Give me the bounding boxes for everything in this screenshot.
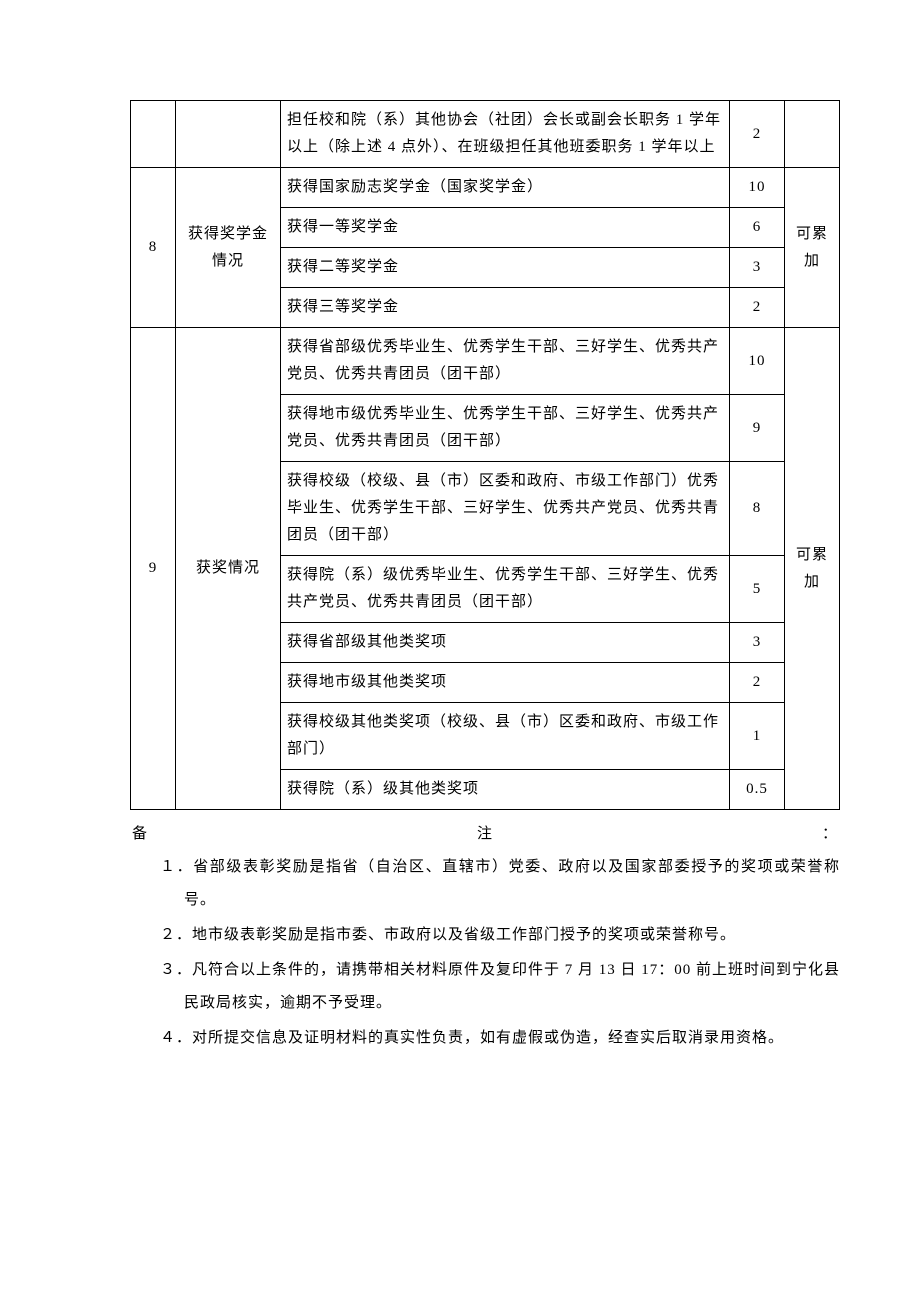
cell-idx: 8 [131, 168, 176, 328]
cell-desc: 获得校级（校级、县（市）区委和政府、市级工作部门）优秀毕业生、优秀学生干部、三好… [281, 462, 730, 556]
cell-desc: 获得国家励志奖学金（国家奖学金） [281, 168, 730, 208]
cell-score: 5 [730, 556, 785, 623]
notes-title-mid: 注 [477, 818, 493, 851]
cell-score: 8 [730, 462, 785, 556]
cell-cat: 获得奖学金情况 [176, 168, 281, 328]
cell-desc: 获得省部级其他类奖项 [281, 623, 730, 663]
cell-desc: 获得院（系）级优秀毕业生、优秀学生干部、三好学生、优秀共产党员、优秀共青团员（团… [281, 556, 730, 623]
cell-desc: 获得省部级优秀毕业生、优秀学生干部、三好学生、优秀共产党员、优秀共青团员（团干部… [281, 328, 730, 395]
cell-score: 6 [730, 208, 785, 248]
cell-desc: 获得地市级其他类奖项 [281, 663, 730, 703]
cell-score: 9 [730, 395, 785, 462]
scoring-table: 担任校和院（系）其他协会（社团）会长或副会长职务 1 学年以上（除上述 4 点外… [130, 100, 840, 810]
cell-score: 2 [730, 663, 785, 703]
notes-title-left: 备 [132, 818, 148, 851]
cell-desc: 获得院（系）级其他类奖项 [281, 770, 730, 810]
note-item: ２．地市级表彰奖励是指市委、市政府以及省级工作部门授予的奖项或荣誉称号。 [160, 919, 840, 952]
cell-desc: 担任校和院（系）其他协会（社团）会长或副会长职务 1 学年以上（除上述 4 点外… [281, 101, 730, 168]
cell-score: 3 [730, 623, 785, 663]
table-row: 9 获奖情况 获得省部级优秀毕业生、优秀学生干部、三好学生、优秀共产党员、优秀共… [131, 328, 840, 395]
note-item: ４．对所提交信息及证明材料的真实性负责，如有虚假或伪造，经查实后取消录用资格。 [160, 1022, 840, 1055]
cell-desc: 获得一等奖学金 [281, 208, 730, 248]
cell-score: 10 [730, 328, 785, 395]
cell-cat-blank [176, 101, 281, 168]
table-row: 担任校和院（系）其他协会（社团）会长或副会长职务 1 学年以上（除上述 4 点外… [131, 101, 840, 168]
notes-title: 备 注 ： [130, 818, 840, 851]
cell-idx-blank [131, 101, 176, 168]
cell-desc: 获得校级其他类奖项（校级、县（市）区委和政府、市级工作部门） [281, 703, 730, 770]
cell-desc: 获得三等奖学金 [281, 288, 730, 328]
cell-score: 2 [730, 101, 785, 168]
notes-list: １．省部级表彰奖励是指省（自治区、直辖市）党委、政府以及国家部委授予的奖项或荣誉… [130, 851, 840, 1055]
cell-note-blank [785, 101, 840, 168]
cell-note: 可累加 [785, 168, 840, 328]
notes-title-right: ： [822, 818, 838, 851]
cell-score: 3 [730, 248, 785, 288]
document-page: 担任校和院（系）其他协会（社团）会长或副会长职务 1 学年以上（除上述 4 点外… [0, 0, 920, 1157]
note-item: １．省部级表彰奖励是指省（自治区、直辖市）党委、政府以及国家部委授予的奖项或荣誉… [160, 851, 840, 917]
cell-score: 2 [730, 288, 785, 328]
cell-idx: 9 [131, 328, 176, 810]
cell-desc: 获得地市级优秀毕业生、优秀学生干部、三好学生、优秀共产党员、优秀共青团员（团干部… [281, 395, 730, 462]
cell-desc: 获得二等奖学金 [281, 248, 730, 288]
note-item: ３．凡符合以上条件的，请携带相关材料原件及复印件于 7 月 13 日 17：00… [160, 954, 840, 1020]
cell-cat: 获奖情况 [176, 328, 281, 810]
cell-note: 可累加 [785, 328, 840, 810]
table-row: 8 获得奖学金情况 获得国家励志奖学金（国家奖学金） 10 可累加 [131, 168, 840, 208]
cell-score: 0.5 [730, 770, 785, 810]
cell-score: 1 [730, 703, 785, 770]
cell-score: 10 [730, 168, 785, 208]
